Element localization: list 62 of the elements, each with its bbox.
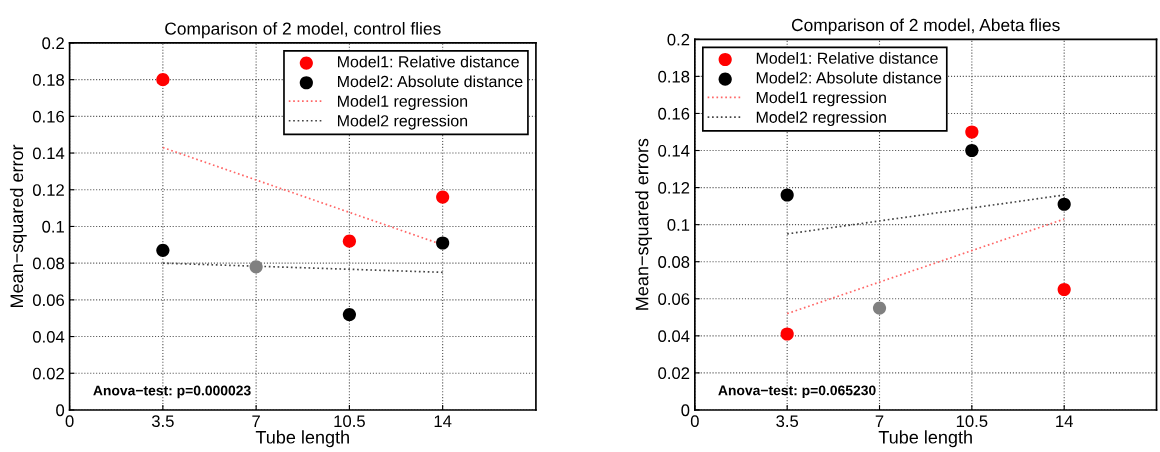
legend-label: Model1 regression [338,95,468,110]
y-tick-label: 0.2 [42,37,64,50]
x-axis-title: Tube length [255,430,349,448]
legend-label: Model2 regression [756,111,886,127]
point [156,243,170,257]
chart-title: Comparison of 2 model, Abeta flies [791,18,1060,35]
y-axis-title: Mean−squared errors [635,138,652,310]
y-tick-label: 0.16 [32,110,65,123]
y-tick-label: 0.04 [658,330,690,343]
legend-label: Model1: Relative distance [338,55,519,68]
point [965,125,979,139]
y-tick-label: 0.16 [658,107,690,120]
x-tick-label: 14 [1056,415,1073,427]
x-tick-label: 0 [690,415,699,428]
point [872,301,887,315]
point [780,188,794,202]
point [965,143,979,158]
y-tick-label: 0.06 [658,293,690,305]
y-tick-label: 0 [56,404,65,417]
point [342,307,356,322]
x-axis-title: Tube length [878,430,972,448]
point [1057,282,1071,297]
y-tick-label: 0.08 [658,256,690,268]
y-tick-label: 0.14 [658,144,690,157]
y-tick-label: 0.14 [32,147,65,160]
y-tick-label: 0.18 [32,74,65,86]
x-tick-label: 10.5 [334,415,365,428]
x-tick-label: 3.5 [151,415,174,428]
point [436,236,450,250]
y-tick-label: 0.12 [32,184,64,196]
legend-label: Model2: Absolute distance [756,71,942,84]
y-tick-label: 0.04 [32,330,65,343]
point [342,234,356,248]
point [780,327,794,341]
point [436,190,450,204]
y-tick-label: 0.2 [667,33,690,46]
y-tick-label: 0.1 [667,219,690,231]
point [156,73,170,87]
point [1057,197,1071,211]
annotation: Anova−test: p=0.000023 [93,385,251,399]
legend-label: Model2 regression [338,114,468,130]
legend-label: Model1 regression [756,91,886,107]
legend-label: Model1: Relative distance [756,52,938,64]
x-tick-label: 10.5 [956,415,988,428]
y-axis-title: Mean−squared error [9,144,27,308]
y-tick-label: 0 [681,404,690,417]
legend-label: Model2: Absolute distance [338,75,523,88]
annotation: Anova−test: p=0.065230 [718,385,876,399]
y-tick-label: 0.02 [658,367,690,380]
x-tick-label: 7 [252,415,260,427]
y-tick-label: 0.1 [42,220,64,233]
y-tick-label: 0.08 [32,257,65,270]
x-tick-label: 3.5 [776,415,799,428]
y-tick-label: 0.06 [32,294,65,307]
x-tick-label: 7 [875,415,884,427]
point [249,260,263,274]
y-tick-label: 0.12 [658,181,690,194]
y-tick-label: 0.02 [32,367,64,380]
x-tick-label: 14 [434,415,452,427]
x-tick-label: 0 [65,415,74,428]
y-tick-label: 0.18 [658,70,690,83]
chart-title: Comparison of 2 model, control flies [165,22,441,39]
